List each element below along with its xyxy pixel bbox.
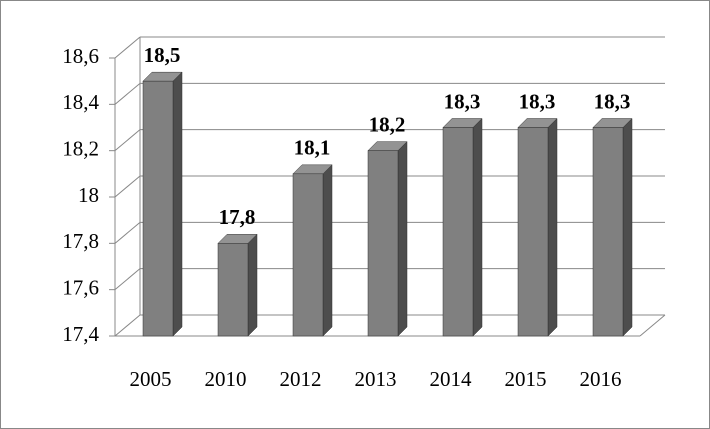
value-label: 18,1 bbox=[294, 136, 331, 160]
y-tick-label: 18,2 bbox=[62, 136, 99, 160]
bar bbox=[292, 173, 324, 337]
bar bbox=[367, 150, 399, 337]
x-tick-label: 2013 bbox=[355, 367, 397, 391]
bar-side bbox=[547, 117, 558, 337]
y-tick-label: 18,6 bbox=[62, 44, 99, 68]
grid-line-side bbox=[114, 221, 141, 244]
bar bbox=[142, 80, 174, 337]
y-tick-label: 17,6 bbox=[62, 275, 99, 299]
bar-side bbox=[322, 164, 333, 337]
value-label: 17,8 bbox=[219, 205, 256, 229]
grid-line-side bbox=[114, 314, 141, 337]
bar bbox=[217, 243, 249, 337]
x-tick-label: 2016 bbox=[580, 367, 622, 391]
bar-side bbox=[397, 141, 408, 337]
y-tick-label: 17,4 bbox=[62, 322, 99, 346]
x-tick-label: 2012 bbox=[280, 367, 322, 391]
grid-line-side bbox=[114, 268, 141, 291]
x-tick-label: 2015 bbox=[505, 367, 547, 391]
grid-line-side bbox=[114, 175, 141, 198]
bar-side bbox=[172, 71, 183, 337]
bar bbox=[517, 127, 549, 337]
value-label: 18,3 bbox=[444, 89, 481, 113]
bar bbox=[442, 127, 474, 337]
bar-side bbox=[472, 117, 483, 337]
y-tick-label: 18,4 bbox=[62, 90, 99, 114]
x-tick-label: 2014 bbox=[430, 367, 473, 391]
y-tick-label: 18 bbox=[78, 183, 99, 207]
grid-line-side bbox=[114, 36, 141, 59]
bar-side bbox=[622, 117, 633, 337]
grid-line-side bbox=[114, 82, 141, 105]
floor-right bbox=[639, 314, 666, 337]
value-label: 18,5 bbox=[144, 43, 181, 67]
y-tick-label: 17,8 bbox=[62, 229, 99, 253]
bar bbox=[592, 127, 624, 337]
value-label: 18,2 bbox=[369, 112, 406, 136]
x-tick-label: 2010 bbox=[205, 367, 247, 391]
bar-side bbox=[247, 233, 258, 337]
grid-line-side bbox=[114, 129, 141, 152]
value-label: 18,3 bbox=[519, 89, 556, 113]
value-label: 18,3 bbox=[594, 89, 631, 113]
x-tick-label: 2005 bbox=[130, 367, 172, 391]
